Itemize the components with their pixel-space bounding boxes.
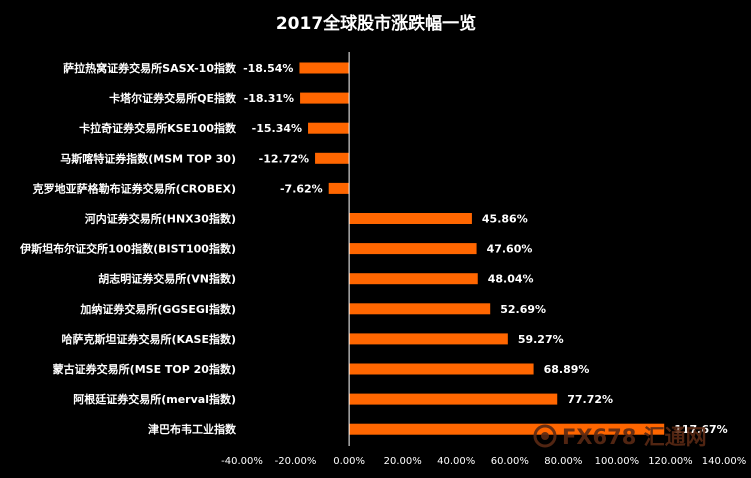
category-label: 河内证券交易所(HNX30指数) — [85, 212, 236, 226]
category-label: 卡塔尔证券交易所QE指数 — [109, 91, 237, 105]
bar — [349, 303, 491, 315]
value-label: 77.72% — [567, 393, 613, 406]
category-label: 阿根廷证券交易所(merval指数) — [73, 392, 236, 406]
x-tick-label: 100.00% — [595, 456, 640, 467]
bar — [349, 273, 478, 285]
x-tick-labels: -40.00% -20.00% 0.00% 20.00% 40.00% 60.00% 80.… — [221, 456, 746, 467]
x-tick-label: -20.00% — [275, 456, 317, 467]
x-tick-label: 80.00% — [544, 456, 582, 467]
x-tick-label: 60.00% — [491, 456, 529, 467]
bar-group — [299, 62, 665, 435]
x-tick-label: 140.00% — [702, 456, 747, 467]
value-label: -18.31% — [244, 92, 294, 105]
watermark: FX678 汇通网 — [533, 424, 707, 449]
category-labels: 萨拉热窝证券交易所SASX-10指数卡塔尔证券交易所QE指数卡拉奇证券交易所KS… — [19, 61, 237, 436]
value-label: 59.27% — [518, 333, 564, 346]
bar — [308, 122, 350, 134]
bar — [349, 393, 558, 405]
bar — [315, 152, 350, 164]
value-labels: -18.54% -18.31% -15.34% -12.72% -7.62% 45.86%… — [243, 62, 728, 436]
bar — [328, 182, 350, 194]
chart-title: 2017全球股市涨跌幅一览 — [276, 13, 476, 34]
category-label: 马斯喀特证券指数(MSM TOP 30) — [60, 151, 236, 165]
value-label: -18.54% — [243, 62, 293, 75]
bar — [349, 363, 534, 375]
bar — [349, 243, 477, 255]
category-label: 萨拉热窝证券交易所SASX-10指数 — [63, 61, 237, 75]
x-tick-label: -40.00% — [221, 456, 263, 467]
category-label: 津巴布韦工业指数 — [148, 422, 237, 436]
x-tick-label: 40.00% — [437, 456, 475, 467]
x-tick-label: 0.00% — [333, 456, 365, 467]
bar — [300, 92, 350, 104]
value-label: -12.72% — [259, 152, 309, 165]
category-label: 蒙古证券交易所(MSE TOP 20指数) — [53, 362, 236, 376]
value-label: 48.04% — [488, 273, 534, 286]
category-label: 克罗地亚萨格勒布证券交易所(CROBEX) — [33, 181, 236, 195]
value-label: 47.60% — [487, 243, 533, 256]
value-label: 52.69% — [500, 303, 546, 316]
bar — [349, 213, 472, 224]
value-label: 117.67% — [674, 423, 727, 436]
huitong-logo-icon — [533, 424, 557, 448]
value-label: 45.86% — [482, 213, 528, 226]
category-label: 哈萨克斯坦证券交易所(KASE指数) — [61, 332, 236, 346]
category-label: 卡拉奇证券交易所KSE100指数 — [79, 121, 237, 135]
category-label: 胡志明证券交易所(VN指数) — [98, 272, 236, 286]
bar — [299, 62, 350, 74]
x-tick-label: 20.00% — [384, 456, 422, 467]
category-label: 加纳证券交易所(GGSEGI指数) — [79, 302, 236, 316]
bar — [349, 333, 508, 345]
category-label: 伊斯坦布尔证交所100指数(BIST100指数) — [19, 242, 236, 256]
value-label: -15.34% — [252, 122, 302, 135]
value-label: 68.89% — [544, 363, 590, 376]
x-tick-label: 120.00% — [648, 456, 693, 467]
value-label: -7.62% — [280, 182, 323, 195]
bar — [349, 423, 665, 435]
watermark-text: FX678 汇通网 — [562, 425, 707, 449]
